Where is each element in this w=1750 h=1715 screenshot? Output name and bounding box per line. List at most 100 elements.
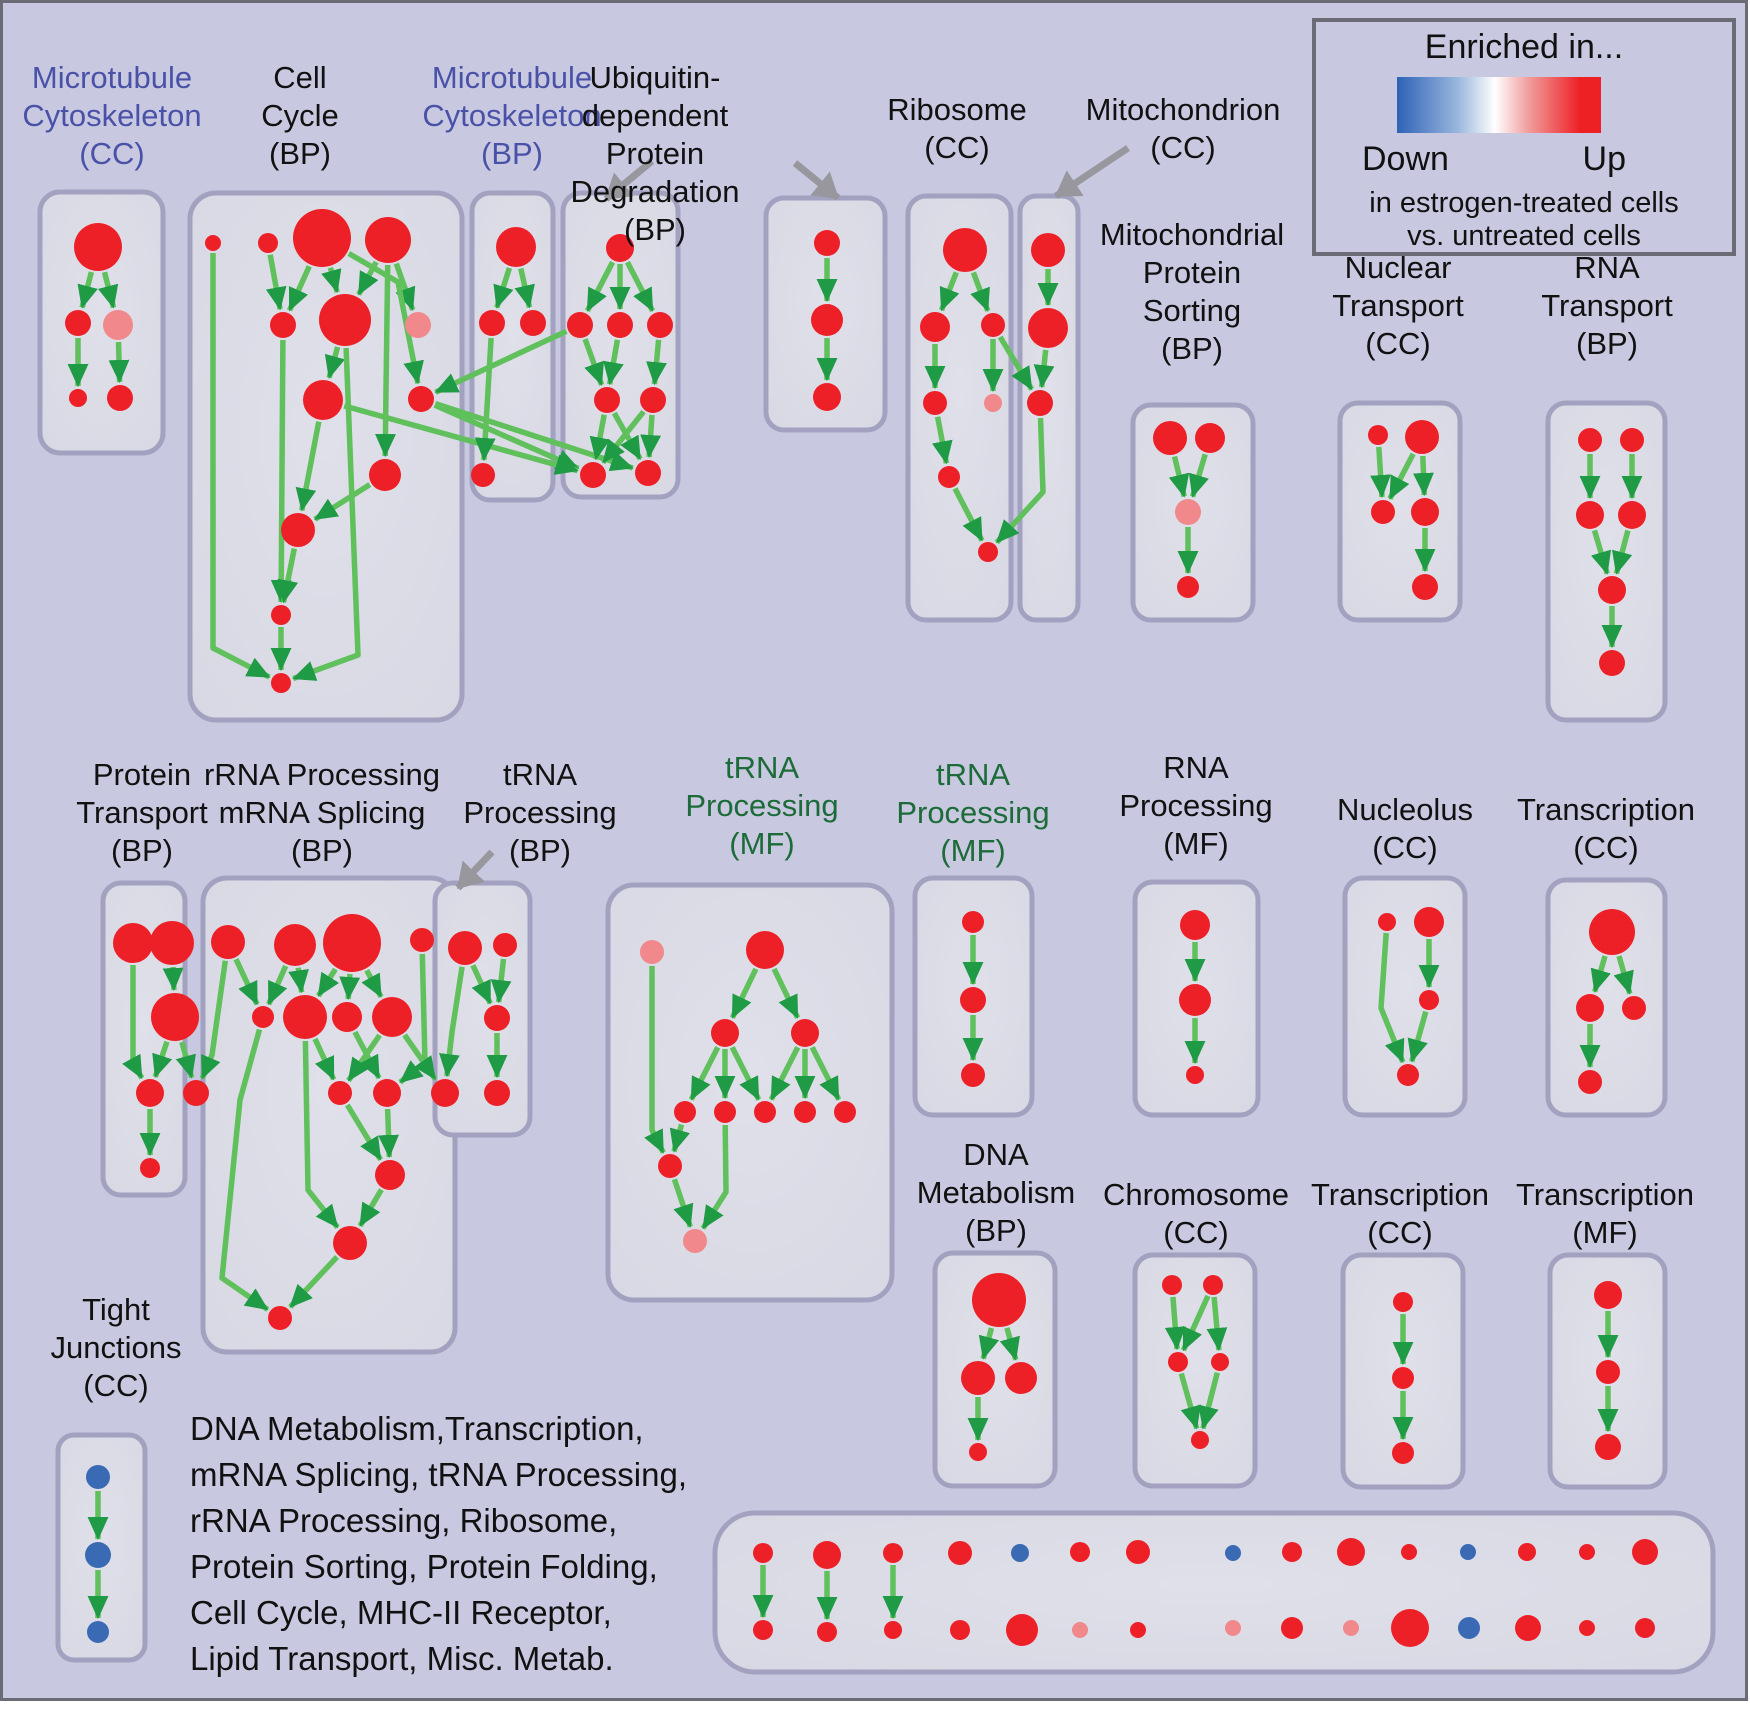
go-term-node (1576, 994, 1604, 1022)
go-term-node (332, 1002, 362, 1032)
go-term-node (791, 1019, 819, 1047)
go-term-node (938, 466, 960, 488)
go-term-node (753, 1543, 773, 1563)
go-edge (729, 967, 759, 1019)
go-term-node (1371, 500, 1395, 524)
go-edge (1188, 453, 1209, 498)
go-term-node (1392, 1367, 1414, 1389)
go-term-node (1458, 1617, 1480, 1639)
go-term-node (448, 931, 482, 965)
go-edge (152, 1040, 173, 1078)
go-edge (514, 267, 535, 309)
go-term-node (1618, 501, 1646, 529)
go-term-node (151, 993, 199, 1041)
go-edge (343, 403, 579, 475)
go-term-node (1175, 499, 1201, 525)
go-term-node (923, 391, 947, 415)
go-term-node (1180, 910, 1210, 940)
go-term-node (1576, 501, 1604, 529)
go-term-node (136, 1079, 164, 1107)
go-term-node (323, 914, 381, 972)
go-edge (669, 1123, 690, 1153)
go-term-node (1578, 1070, 1602, 1094)
go-term-node (85, 1542, 111, 1568)
go-term-node (270, 312, 296, 338)
go-term-node (74, 223, 122, 271)
go-term-node (1153, 421, 1187, 455)
go-term-node (140, 1158, 160, 1178)
go-edge (1370, 446, 1392, 499)
cluster-box-nuclear-transport-cc (1337, 400, 1463, 623)
go-edge (646, 339, 667, 386)
go-term-node (1515, 1615, 1541, 1641)
go-term-node (103, 310, 133, 340)
go-term-node (1460, 1544, 1476, 1560)
go-edge (700, 1124, 729, 1230)
go-term-node (1620, 428, 1644, 452)
go-edge (978, 1327, 1000, 1360)
go-term-node (293, 209, 351, 267)
go-term-node (1225, 1545, 1241, 1561)
go-edge (671, 1178, 694, 1228)
go-term-node (1368, 425, 1388, 445)
go-edge (434, 328, 568, 395)
go-edge (1413, 455, 1434, 497)
go-term-node (1419, 990, 1439, 1010)
go-edge (295, 421, 322, 512)
go-term-node (150, 921, 194, 965)
go-edge (1378, 932, 1406, 1064)
go-term-node (283, 995, 327, 1039)
cluster-box-dna-metabolism-bp (932, 1250, 1058, 1489)
cluster-label-transcription-cc-bot: Transcription (CC) (1311, 1177, 1489, 1250)
go-term-node (1397, 1064, 1419, 1086)
go-term-node (1411, 498, 1439, 526)
go-term-node (1622, 996, 1646, 1020)
go-edge (277, 548, 299, 604)
go-term-node (984, 394, 1002, 412)
go-term-node (1378, 913, 1396, 931)
go-edge (1590, 955, 1611, 993)
go-term-node (607, 312, 633, 338)
go-term-node (883, 1543, 903, 1563)
go-edge (938, 271, 960, 312)
go-edge (490, 958, 512, 1004)
go-term-node (410, 928, 434, 952)
go-edge (162, 966, 184, 992)
go-term-node (1632, 1539, 1658, 1565)
go-term-node (211, 925, 245, 959)
go-term-node (431, 1079, 459, 1107)
legend-note: in estrogen-treated cells vs. untreated … (1316, 187, 1732, 253)
go-term-node (1596, 1360, 1620, 1384)
legend-gradient-bar (1397, 77, 1601, 133)
cluster-box-misc-clusters (712, 1510, 1716, 1675)
go-edge (584, 260, 616, 313)
legend-title: Enriched in... (1424, 28, 1624, 66)
go-term-node (1595, 1434, 1621, 1460)
go-term-node (471, 463, 495, 487)
go-term-node (1195, 423, 1225, 453)
go-edge (265, 254, 287, 311)
go-edge (378, 1108, 399, 1159)
go-edge (199, 960, 229, 1080)
go-term-node (1579, 1544, 1595, 1560)
go-term-node (960, 987, 986, 1013)
go-term-node (319, 294, 371, 346)
go-term-node (493, 933, 517, 957)
go-term-node (1401, 1544, 1417, 1560)
go-term-node (961, 1361, 995, 1395)
go-term-node (1006, 1614, 1038, 1646)
go-term-node (813, 383, 841, 411)
go-edge (219, 1028, 270, 1312)
go-edge (313, 482, 372, 522)
go-edge (493, 267, 514, 309)
go-edge (108, 341, 130, 384)
cluster-label-rrna-mrna-bp: rRNA Processing mRNA Splicing (BP) (204, 757, 440, 868)
go-edge (210, 253, 271, 680)
go-edge (1178, 1372, 1201, 1430)
go-term-node (794, 1101, 816, 1123)
go-term-node (948, 1541, 972, 1565)
legend-up-label: Up (1582, 140, 1626, 178)
go-edge (1590, 529, 1612, 575)
go-term-node (714, 1101, 736, 1123)
